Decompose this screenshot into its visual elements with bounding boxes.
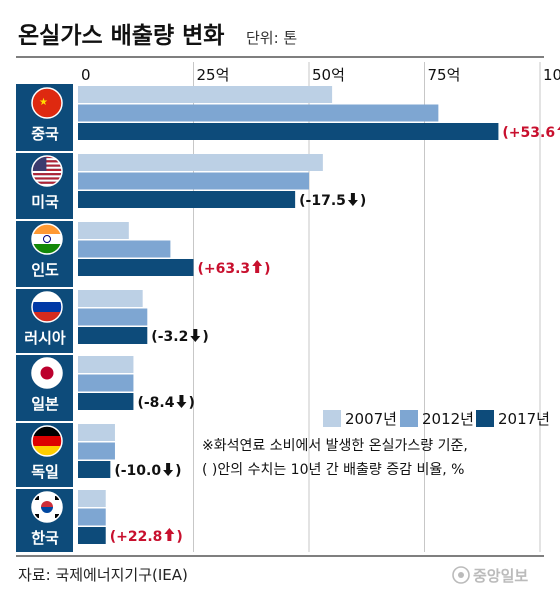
bar-2012년-러시아 bbox=[78, 308, 148, 326]
bar-2017년-독일 bbox=[78, 461, 111, 478]
category-label: 한국 bbox=[31, 529, 59, 547]
india-flag-icon bbox=[31, 223, 63, 255]
gridlines bbox=[193, 62, 541, 552]
x-tick-label: 100억 bbox=[543, 66, 560, 84]
bar-2012년-한국 bbox=[78, 508, 106, 526]
x-tick-label: 75억 bbox=[428, 66, 461, 84]
change-labels: (+53.6) (-17.5) (+63.3) (-3.2) (-8.4) (-10.0)… bbox=[110, 125, 560, 545]
change-label-close: ) bbox=[202, 329, 208, 345]
legend-label-2012: 2012년 bbox=[422, 410, 474, 428]
arrow-up-icon bbox=[164, 528, 175, 541]
bar-2017년-중국 bbox=[78, 123, 499, 140]
legend: 2007년 2012년 2017년 ※화석연료 소비에서 발생한 온실가스량 기… bbox=[202, 410, 550, 478]
footnote-change: ( )안의 수치는 10년 간 배출량 증감 비율, % bbox=[202, 462, 464, 478]
bar-2007년-러시아 bbox=[78, 290, 143, 307]
brand-name: 중앙일보 bbox=[473, 567, 528, 585]
bar-2017년-인도 bbox=[78, 259, 194, 276]
bar-2017년-한국 bbox=[78, 527, 106, 544]
legend-swatch-2017 bbox=[476, 410, 494, 427]
bar-2007년-한국 bbox=[78, 490, 106, 507]
bar-2012년-중국 bbox=[78, 104, 439, 122]
russia-flag-icon bbox=[31, 291, 63, 323]
korea-flag-icon bbox=[31, 491, 63, 523]
change-label: (-17.5 bbox=[299, 193, 346, 209]
unit-label: 단위: 톤 bbox=[246, 29, 297, 47]
change-label-close: ) bbox=[360, 193, 366, 209]
bars bbox=[78, 86, 499, 544]
brand-logo-icon bbox=[452, 566, 470, 584]
change-label: (+63.3 bbox=[198, 261, 251, 277]
arrow-up-icon bbox=[557, 126, 560, 130]
bar-2007년-독일 bbox=[78, 424, 115, 441]
legend-label-2007: 2007년 bbox=[345, 410, 397, 428]
x-tick-label: 50억 bbox=[312, 66, 345, 84]
legend-swatch-2007 bbox=[323, 410, 341, 427]
arrow-down-icon bbox=[176, 395, 187, 408]
category-label: 미국 bbox=[31, 193, 59, 211]
bar-2012년-일본 bbox=[78, 374, 134, 392]
change-label-close: ) bbox=[176, 529, 182, 545]
category-label: 러시아 bbox=[24, 329, 66, 347]
bar-2017년-미국 bbox=[78, 191, 296, 208]
bar-2012년-독일 bbox=[78, 442, 115, 460]
category-label: 중국 bbox=[31, 125, 59, 143]
category-label: 독일 bbox=[31, 463, 59, 481]
x-axis-ticks: 0 25억 50억 75억 100억 bbox=[81, 66, 560, 84]
usa-flag-icon bbox=[31, 155, 63, 187]
footnote-basis: ※화석연료 소비에서 발생한 온실가스량 기준, bbox=[202, 438, 468, 454]
svg-text:★: ★ bbox=[39, 97, 48, 108]
legend-label-2017: 2017년 bbox=[498, 410, 550, 428]
bar-2007년-인도 bbox=[78, 222, 129, 239]
change-label: (-10.0 bbox=[114, 463, 161, 479]
chart-title: 온실가스 배출량 변화 bbox=[18, 23, 224, 49]
arrow-down-icon bbox=[347, 193, 358, 206]
bar-2007년-일본 bbox=[78, 356, 134, 373]
china-flag-icon: ★ bbox=[31, 87, 63, 119]
change-label-close: ) bbox=[264, 261, 270, 277]
change-label-close: ) bbox=[175, 463, 181, 479]
x-tick-label: 0 bbox=[81, 66, 91, 84]
change-label: (+22.8 bbox=[110, 529, 163, 545]
change-label: (+53.6 bbox=[502, 125, 555, 141]
bar-2007년-미국 bbox=[78, 154, 323, 171]
bar-2017년-일본 bbox=[78, 393, 134, 410]
brand-logo: 중앙일보 bbox=[452, 566, 528, 585]
germany-flag-icon bbox=[31, 425, 63, 457]
bar-2007년-중국 bbox=[78, 86, 333, 103]
source-label: 자료: 국제에너지기구(IEA) bbox=[18, 566, 188, 584]
japan-flag-icon bbox=[31, 357, 63, 389]
legend-swatch-2012 bbox=[400, 410, 418, 427]
bar-2012년-인도 bbox=[78, 240, 171, 258]
category-label: 인도 bbox=[31, 261, 59, 279]
change-label-close: ) bbox=[188, 395, 194, 411]
arrow-up-icon bbox=[252, 260, 263, 273]
change-label: (-3.2 bbox=[151, 329, 188, 345]
bar-2012년-미국 bbox=[78, 172, 309, 190]
x-tick-label: 25억 bbox=[197, 66, 230, 84]
category-label: 일본 bbox=[31, 395, 59, 413]
bar-2017년-러시아 bbox=[78, 327, 148, 344]
arrow-down-icon bbox=[163, 463, 174, 476]
arrow-down-icon bbox=[190, 329, 201, 342]
change-label: (-8.4 bbox=[137, 395, 174, 411]
